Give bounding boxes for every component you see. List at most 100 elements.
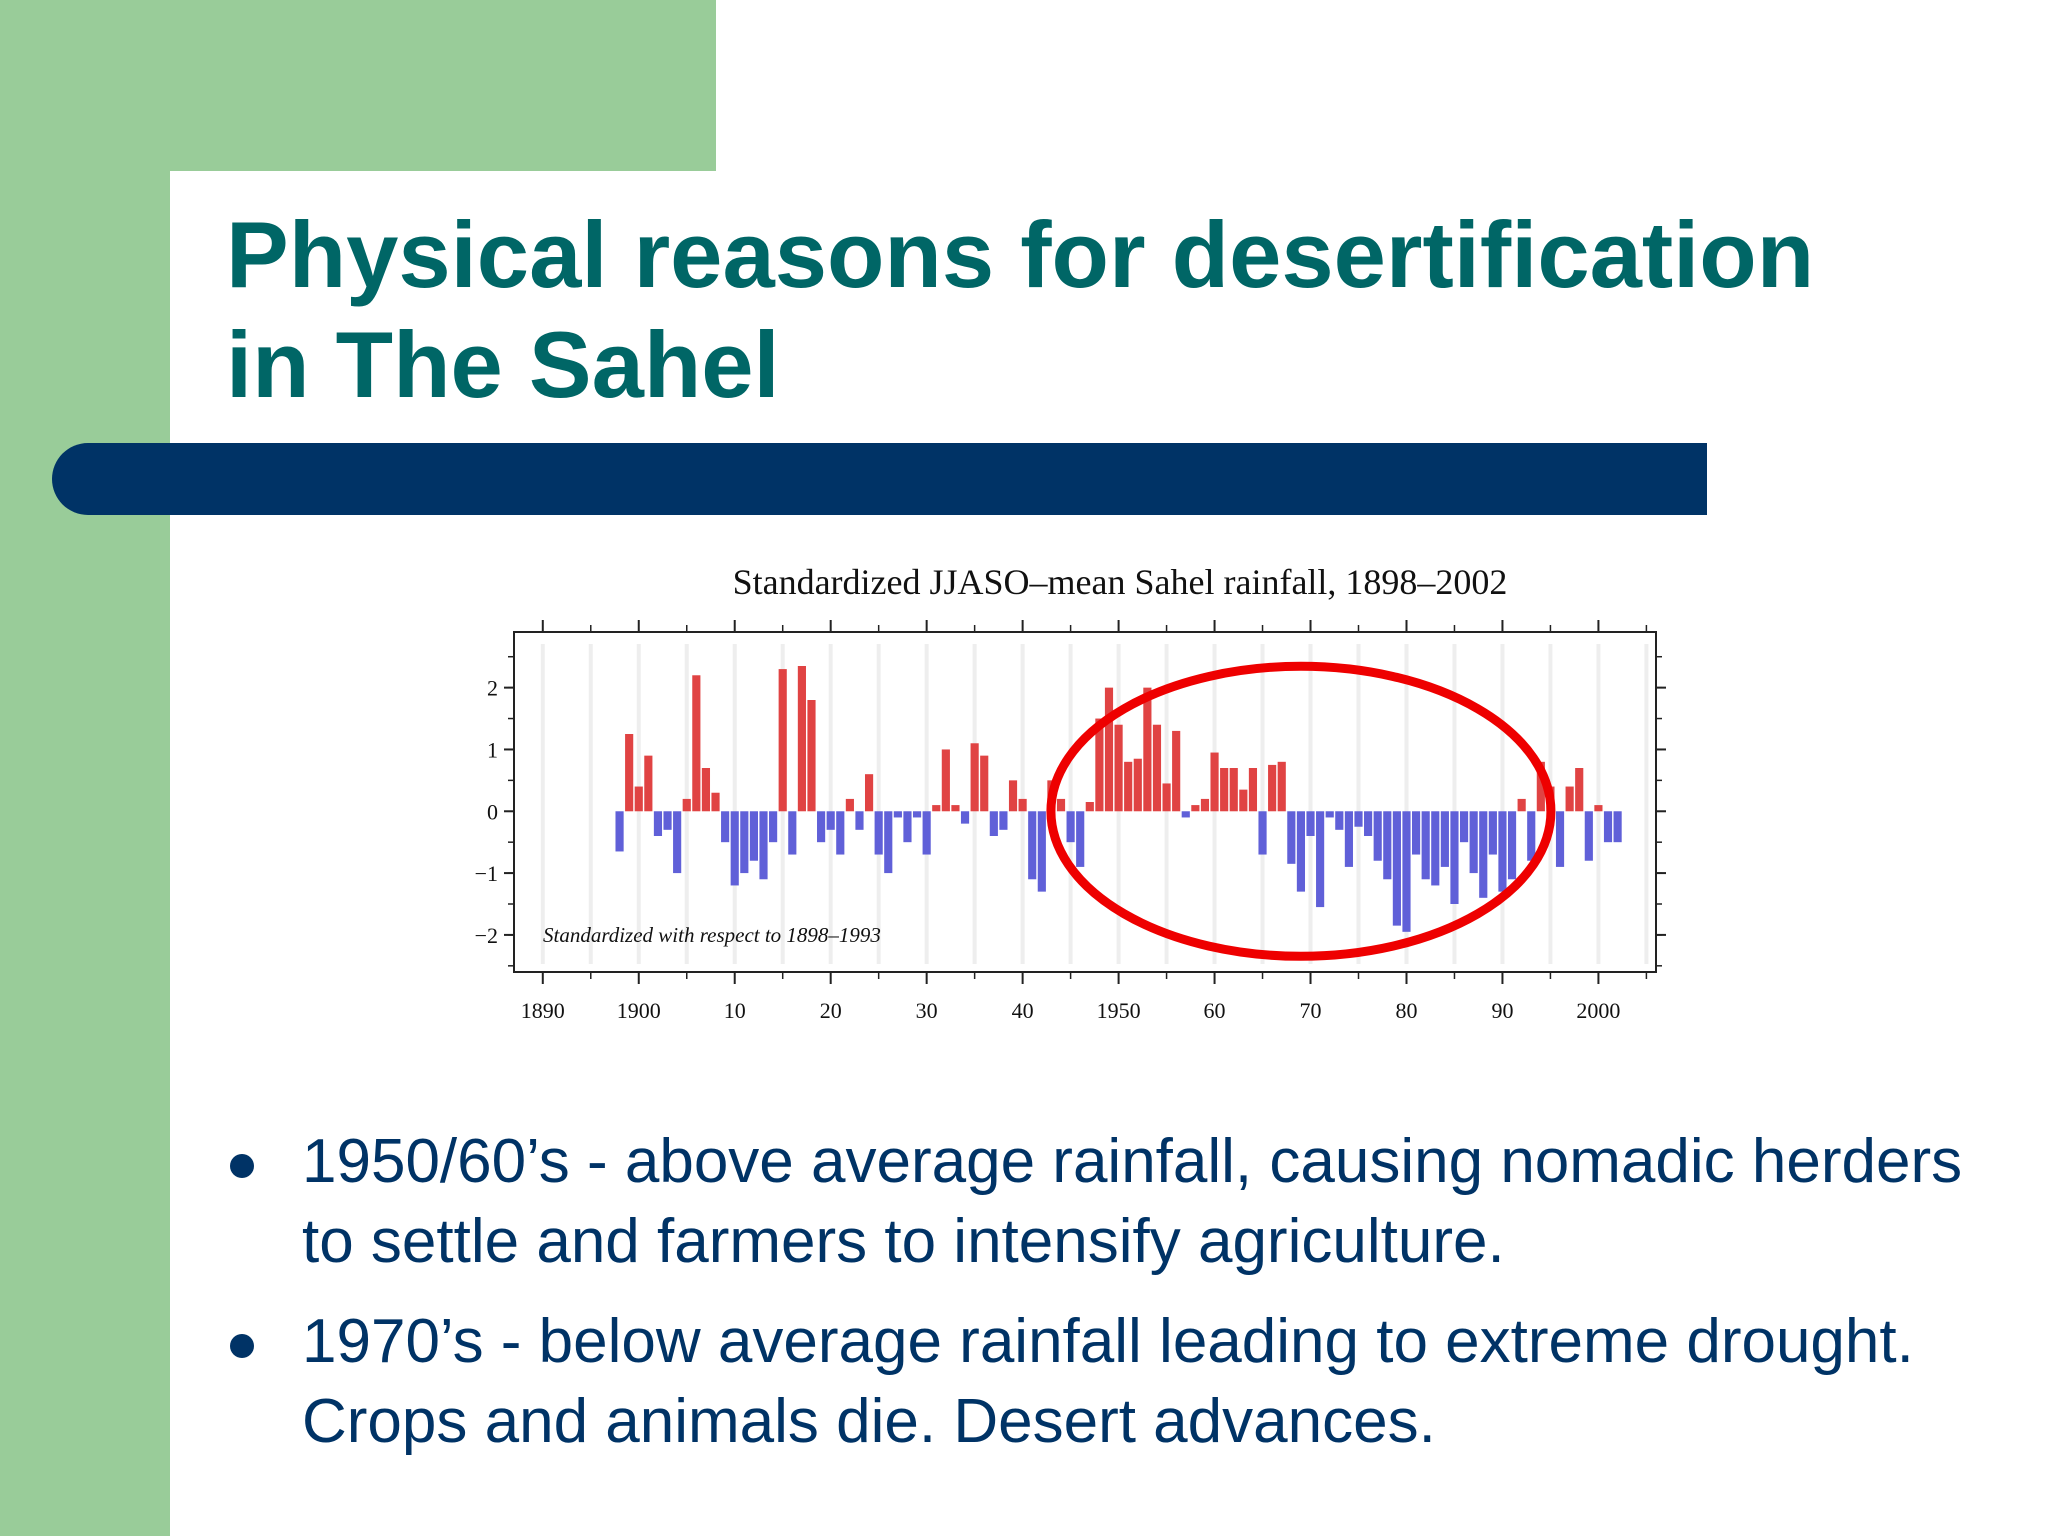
bar-positive (1085, 802, 1094, 812)
highlight-ellipse (1046, 661, 1556, 961)
bar-negative (922, 811, 931, 855)
bar-negative (1488, 811, 1497, 855)
bar-negative (884, 811, 893, 874)
x-tick-label: 40 (1012, 998, 1034, 1023)
bar-negative (855, 811, 864, 830)
y-tick-label: −1 (475, 861, 498, 886)
bar-negative (1335, 811, 1344, 830)
bar-negative (1584, 811, 1593, 861)
chart-annotation: Standardized with respect to 1898–1993 (543, 923, 881, 947)
x-tick-label: 60 (1204, 998, 1226, 1023)
bar-positive (1277, 761, 1286, 812)
bar-positive (1248, 768, 1258, 812)
bar-negative (912, 811, 922, 818)
bar-positive (941, 749, 950, 812)
bar-negative (1507, 811, 1517, 880)
bar-negative (1527, 811, 1536, 861)
bar-negative (1479, 811, 1488, 898)
green-top-band (0, 0, 716, 171)
bar-positive (692, 675, 701, 812)
bar-positive (1191, 805, 1200, 812)
x-tick-label: 70 (1300, 998, 1322, 1023)
bar-negative (1316, 811, 1325, 908)
rainfall-chart: Standardized JJASO–mean Sahel rainfall, … (430, 548, 1750, 1048)
bar-positive (1056, 798, 1066, 812)
x-tick-label: 90 (1491, 998, 1513, 1023)
bar-negative (1373, 811, 1382, 861)
bar-positive (682, 798, 691, 812)
bar-positive (1200, 798, 1210, 812)
bar-positive (797, 666, 806, 812)
bar-negative (1325, 811, 1334, 818)
bar-positive (864, 774, 874, 812)
bar-positive (644, 755, 653, 812)
bar-negative (1498, 811, 1507, 892)
bullet-item: 1970’s - below average rainfall leading … (226, 1302, 1986, 1462)
bar-positive (711, 792, 720, 812)
bar-negative (960, 811, 970, 824)
bar-negative (836, 811, 845, 855)
bar-negative (730, 811, 739, 886)
x-tick-label: 10 (724, 998, 746, 1023)
bar-negative (1431, 811, 1440, 886)
bar-negative (1421, 811, 1430, 880)
bullet-dot (230, 1334, 254, 1358)
x-tick-label: 80 (1395, 998, 1417, 1023)
bar-negative (1364, 811, 1373, 836)
bar-negative (673, 811, 682, 874)
bar-negative (749, 811, 758, 861)
bar-negative (721, 811, 730, 843)
bullet-text: 1950/60’s - above average rainfall, caus… (302, 1127, 1963, 1276)
bar-negative (788, 811, 797, 855)
bar-positive (1229, 768, 1238, 812)
bar-positive (951, 805, 960, 812)
bar-positive (1565, 786, 1574, 812)
title-divider-bar (52, 443, 1707, 515)
bar-positive (1162, 783, 1171, 812)
bar-negative (1287, 811, 1296, 864)
x-tick-label: 1890 (521, 998, 565, 1023)
bar-positive (1239, 789, 1248, 812)
bar-positive (1018, 798, 1027, 812)
x-tick-label: 1900 (617, 998, 661, 1023)
bar-positive (1152, 724, 1162, 812)
bar-positive (778, 669, 787, 812)
bar-negative (989, 811, 998, 836)
bar-negative (999, 811, 1008, 830)
bar-positive (634, 786, 643, 812)
bar-negative (615, 811, 624, 852)
bar-negative (1469, 811, 1478, 874)
bar-negative (1440, 811, 1449, 867)
bar-negative (1181, 811, 1190, 818)
bar-positive (701, 768, 711, 812)
green-side-strip (0, 0, 170, 1536)
bar-positive (980, 755, 989, 812)
bar-positive (1008, 780, 1018, 812)
bar-positive (1143, 687, 1152, 812)
bar-positive (1517, 798, 1526, 812)
bar-negative (1383, 811, 1392, 880)
bar-negative (1066, 811, 1075, 843)
bar-positive (1594, 805, 1603, 812)
x-tick-label: 1950 (1097, 998, 1141, 1023)
bar-negative (903, 811, 912, 843)
bar-negative (1555, 811, 1565, 867)
y-tick-label: 0 (487, 799, 498, 824)
bar-negative (1603, 811, 1613, 843)
bar-positive (807, 700, 816, 812)
bar-negative (1028, 811, 1037, 880)
y-tick-label: 2 (487, 676, 498, 701)
bar-positive (1133, 758, 1142, 812)
bar-positive (1220, 768, 1229, 812)
bar-negative (1412, 811, 1421, 855)
bar-positive (1575, 768, 1584, 812)
bar-negative (1076, 811, 1085, 867)
bar-positive (1095, 718, 1104, 812)
bar-positive (1536, 761, 1545, 812)
bullet-dot (230, 1154, 254, 1178)
x-tick-label: 2000 (1576, 998, 1620, 1023)
bar-positive (1114, 724, 1123, 812)
slide-title-line-2: in The Sahel (226, 312, 780, 417)
bar-positive (1104, 687, 1114, 812)
bar-positive (1124, 761, 1133, 812)
